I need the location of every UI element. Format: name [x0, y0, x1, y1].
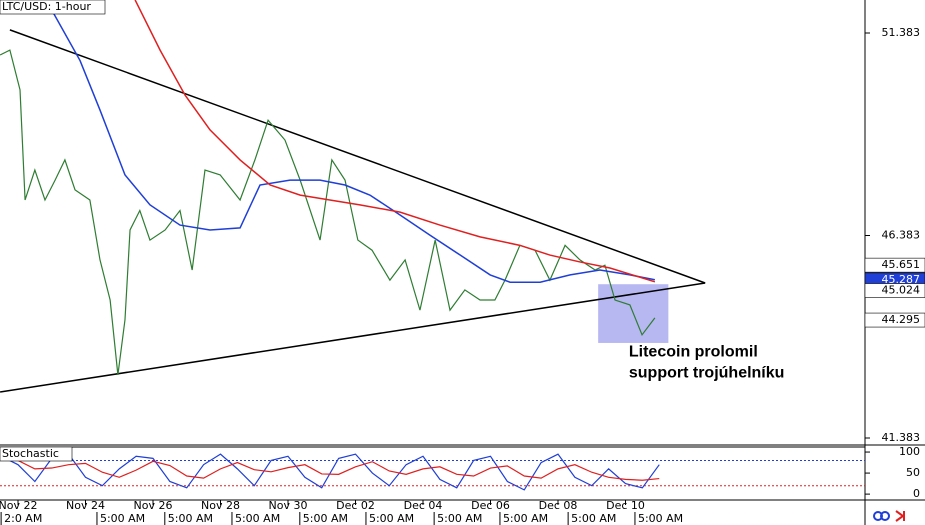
x-tick-label: Nov 26	[134, 499, 173, 512]
x-tick-label: Dec 02	[336, 499, 375, 512]
x-tick-label: Nov 30	[269, 499, 308, 512]
title-box	[0, 0, 106, 15]
x-tick-label: 5:00 AM	[369, 512, 414, 525]
x-tick-label: Dec 06	[471, 499, 510, 512]
x-tick-label: 2:0 AM	[4, 512, 42, 525]
footer-icons	[873, 510, 905, 522]
price-tag	[864, 257, 925, 273]
price-tag	[864, 283, 925, 298]
price-line	[0, 453, 660, 491]
x-tick-label: Dec 10	[606, 499, 645, 512]
x-tick-label: 5:00 AM	[638, 512, 683, 525]
price-tag-label: 45.024	[882, 284, 921, 297]
price-tag-label: 45.287	[882, 273, 921, 286]
price-tag-label: 44.295	[882, 313, 921, 326]
price-line	[0, 49, 656, 376]
chart-title: Stochastic	[2, 447, 59, 460]
y-tick-label: 0	[913, 487, 920, 500]
y-tick-label: 51.383	[882, 26, 921, 39]
x-tick-label: Nov 24	[66, 499, 105, 512]
price-tag-label: 45.651	[882, 258, 921, 271]
annotation: Litecoin prolomil	[629, 343, 758, 360]
x-tick-label: 5:00 AM	[503, 512, 548, 525]
trendline	[9, 29, 706, 284]
y-tick-label: 46.383	[882, 229, 921, 242]
y-tick-label: 41.383	[882, 431, 921, 444]
x-tick-label: Dec 08	[539, 499, 578, 512]
x-tick-label: Dec 04	[404, 499, 443, 512]
x-tick-label: 5:00 AM	[235, 512, 280, 525]
annotation: support trojúhelníku	[629, 364, 785, 381]
y-tick-label: 100	[899, 445, 920, 458]
moving-average	[1, 457, 660, 481]
moving-average	[134, 0, 656, 283]
x-tick-label: 5:00 AM	[168, 512, 213, 525]
x-tick-label: 5:00 AM	[303, 512, 348, 525]
title-box	[0, 446, 73, 462]
moving-average	[51, 9, 656, 283]
x-tick-label: 5:00 AM	[571, 512, 616, 525]
x-tick-label: Nov 22	[0, 499, 37, 512]
x-tick-label: 5:00 AM	[437, 512, 482, 525]
chart-title: LTC/USD: 1-hour	[2, 0, 91, 13]
x-tick-label: 5:00 AM	[100, 512, 145, 525]
x-tick-label: Nov 28	[201, 499, 240, 512]
price-tag	[864, 312, 925, 328]
y-tick-label: 50	[906, 466, 920, 479]
